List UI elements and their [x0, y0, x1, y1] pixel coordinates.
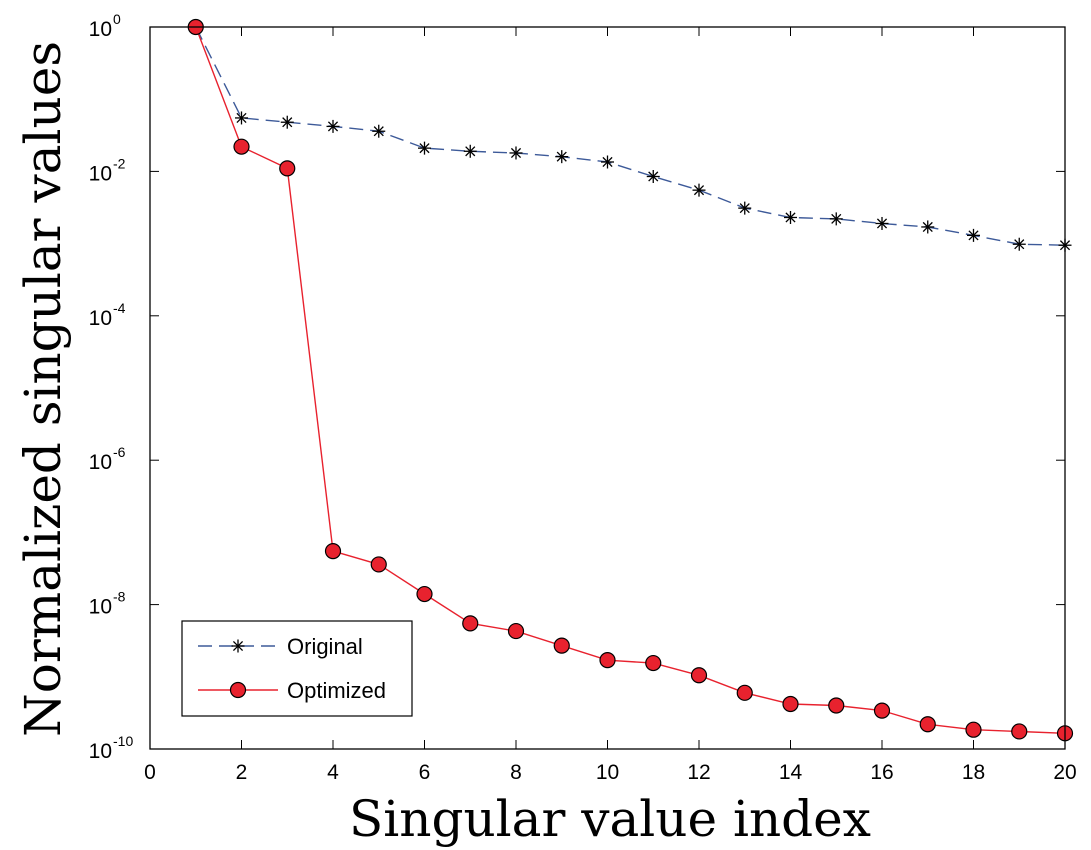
data-point: [875, 216, 889, 230]
data-point: [692, 183, 706, 197]
x-tick-label: 10: [596, 761, 619, 784]
y-tick-label: 10: [89, 740, 112, 763]
data-point: [555, 150, 569, 164]
data-point: [324, 543, 342, 560]
data-point: [738, 201, 752, 215]
data-point: [690, 667, 708, 684]
y-tick-exponent: -6: [113, 444, 126, 460]
data-point: [235, 111, 248, 125]
data-point: [279, 160, 296, 177]
data-point: [463, 144, 477, 158]
y-tick-label: 10: [89, 307, 112, 330]
data-point: [919, 716, 936, 733]
data-point: [965, 721, 982, 738]
x-tick-label: 16: [870, 761, 893, 784]
data-point: [967, 228, 980, 242]
legend-entry: Original: [198, 634, 363, 659]
data-point: [599, 652, 616, 669]
legend-label: Original: [287, 634, 363, 659]
data-point: [372, 124, 386, 138]
series-line: [195, 26, 1066, 246]
data-point: [601, 155, 614, 169]
data-point: [507, 622, 525, 640]
data-point: [921, 220, 935, 234]
data-point: [509, 146, 523, 160]
x-tick-label: 4: [327, 761, 339, 784]
x-tick-label: 12: [687, 761, 710, 784]
data-point: [873, 702, 891, 719]
x-axis-label: Singular value index: [349, 790, 871, 848]
legend-marker: [231, 639, 245, 653]
y-tick-exponent: -8: [113, 589, 126, 605]
data-point: [782, 695, 799, 713]
x-tick-label: 0: [144, 761, 156, 784]
y-tick-label: 10: [89, 18, 112, 41]
legend: Original Optimized: [181, 620, 413, 717]
x-tick-label: 8: [510, 761, 522, 784]
data-point: [645, 654, 662, 672]
legend-box: [181, 620, 413, 717]
data-point: [1012, 237, 1026, 251]
y-tick-exponent: -4: [113, 300, 126, 316]
data-point: [1011, 723, 1028, 740]
y-tick-label: 10: [89, 451, 112, 474]
y-tick-label: 10: [89, 596, 112, 619]
data-point: [553, 637, 570, 654]
legend-entry: Optimized: [198, 678, 386, 703]
data-point: [784, 210, 797, 224]
data-point: [280, 115, 294, 129]
data-point: [462, 615, 479, 632]
data-point: [326, 119, 340, 133]
data-point: [416, 585, 433, 603]
plot-frame: [149, 26, 1066, 750]
x-tick-label: 20: [1053, 761, 1076, 784]
data-point: [418, 141, 431, 155]
x-tick-label: 6: [419, 761, 431, 784]
series-group: [187, 18, 1074, 742]
data-point: [829, 212, 843, 226]
data-point: [646, 169, 660, 183]
x-tick-label: 2: [236, 761, 248, 784]
y-tick-exponent: -10: [113, 733, 133, 749]
x-tick-label: 14: [779, 761, 803, 784]
data-point: [370, 556, 387, 573]
legend-marker: [229, 681, 247, 699]
y-axis-label: Normalized singular values: [14, 41, 72, 737]
x-tick-label: 18: [962, 761, 985, 784]
y-tick-exponent: 0: [113, 11, 121, 27]
legend-label: Optimized: [287, 678, 386, 703]
data-point: [736, 684, 753, 701]
data-point: [233, 138, 250, 155]
y-tick-label: 10: [89, 162, 112, 185]
y-tick-exponent: -2: [113, 155, 126, 171]
data-point: [828, 697, 845, 714]
